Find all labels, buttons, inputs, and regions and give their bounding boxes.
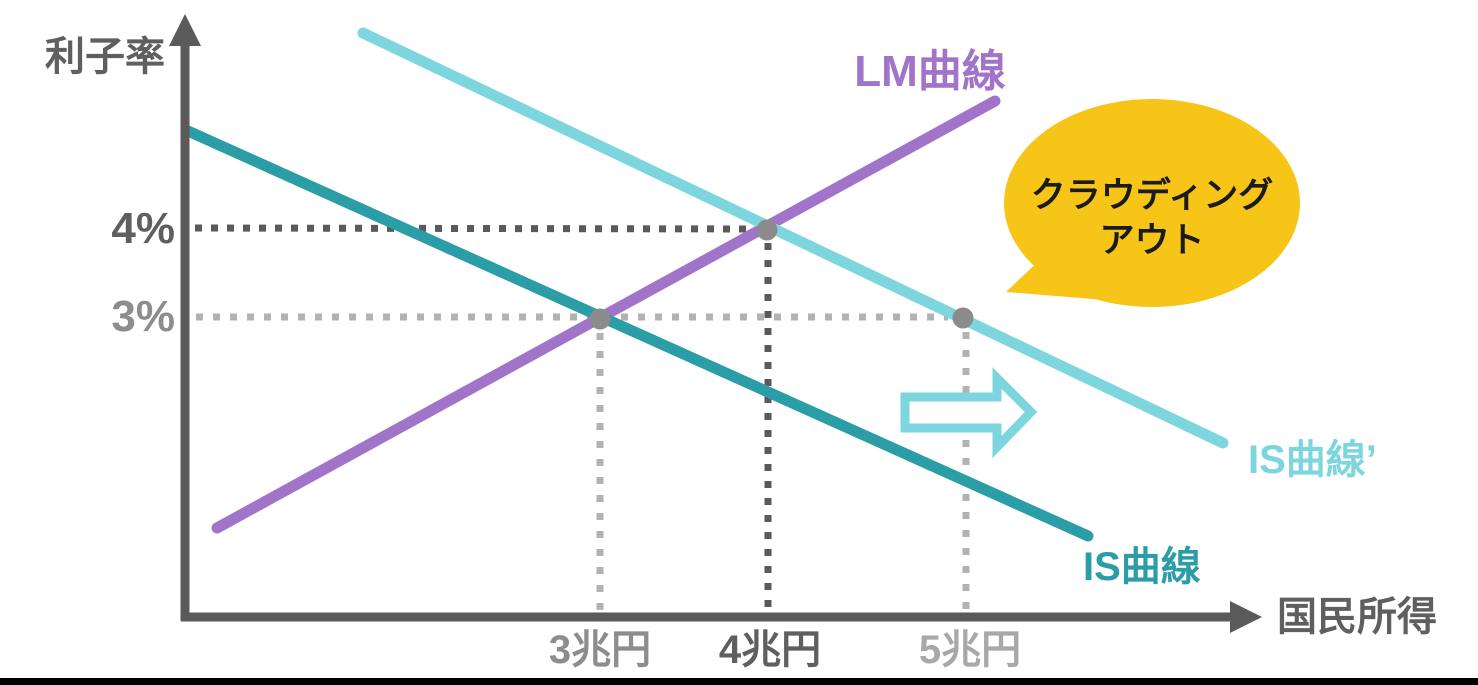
x-tick-3trillion: 3兆円 [549,628,651,672]
speech-bubble [1004,99,1300,307]
speech-bubble-text-line1: クラウディング [1031,175,1274,215]
y-tick-3pct: 3% [111,292,175,341]
is-shifted-curve-label: IS曲線’ [1248,438,1377,482]
is-curve-label: IS曲線 [1083,545,1201,589]
x-axis-label: 国民所得 [1277,595,1437,639]
y-axis-label: 利子率 [45,35,165,79]
comparison-dot-5trillion-3pct [952,307,974,329]
equilibrium-dot-3trillion-3pct [589,308,611,330]
x-axis-arrowhead-icon [1230,601,1262,633]
is-shifted-curve-line [357,27,1229,449]
x-tick-4trillion: 4兆円 [719,628,821,672]
lm-curve-label: LM曲線 [854,47,1006,96]
bottom-border-bar [0,678,1478,685]
is-curve-line [182,125,1094,542]
speech-bubble-text-line2: アウト [1099,221,1204,260]
guide-4pct-horizontal-dotted [194,224,753,233]
equilibrium-dot-4trillion-4pct [756,219,778,241]
y-tick-4pct: 4% [111,204,175,253]
x-tick-5trillion: 5兆円 [919,628,1021,672]
rightward-shift-arrow-icon [900,367,1038,459]
y-axis-arrowhead-icon [169,14,201,46]
